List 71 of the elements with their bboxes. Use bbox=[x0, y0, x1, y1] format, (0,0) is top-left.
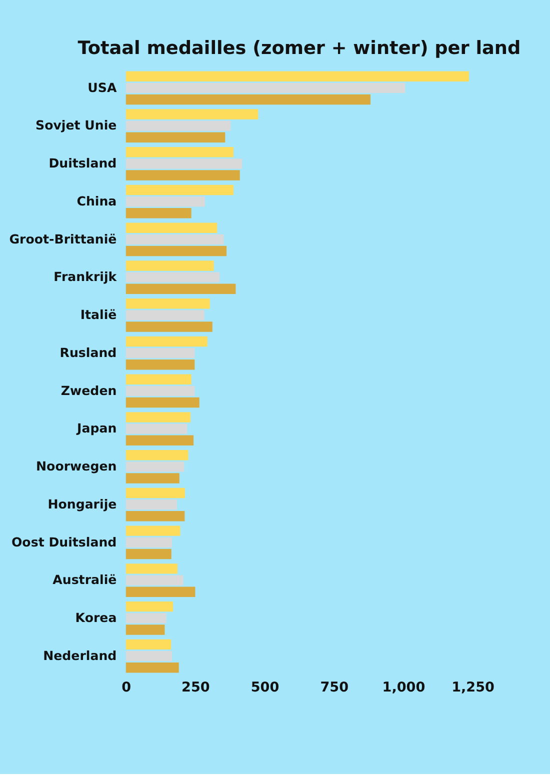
y-tick-label: Oost Duitsland bbox=[11, 534, 117, 550]
bar bbox=[126, 511, 185, 522]
bar bbox=[126, 397, 200, 408]
chart-title: Totaal medailles (zomer + winter) per land bbox=[78, 38, 521, 59]
bar bbox=[126, 624, 165, 635]
bar bbox=[126, 435, 194, 446]
bar bbox=[126, 601, 174, 612]
y-tick-label: USA bbox=[88, 80, 117, 95]
bar bbox=[126, 360, 195, 370]
y-tick-label: Italië bbox=[80, 307, 117, 322]
y-tick-label: Frankrijk bbox=[54, 269, 118, 284]
bar bbox=[126, 147, 234, 158]
bar bbox=[126, 120, 231, 131]
bar bbox=[126, 348, 195, 358]
y-tick-label: Japan bbox=[76, 420, 117, 436]
bar bbox=[126, 208, 192, 218]
bar bbox=[126, 473, 180, 484]
bar bbox=[126, 526, 180, 536]
y-tick-label: Korea bbox=[75, 610, 117, 626]
bar bbox=[126, 462, 184, 472]
bar bbox=[126, 386, 195, 396]
bar bbox=[126, 246, 227, 256]
y-tick-label: Australië bbox=[52, 572, 117, 588]
bar bbox=[126, 310, 204, 320]
bar bbox=[126, 234, 224, 245]
bar bbox=[126, 586, 196, 597]
y-tick-label: Duitsland bbox=[48, 156, 117, 171]
bar bbox=[126, 109, 258, 120]
bar bbox=[126, 650, 172, 662]
bar bbox=[126, 82, 406, 94]
bar bbox=[126, 260, 214, 271]
bar bbox=[126, 284, 236, 294]
bar bbox=[126, 71, 469, 82]
y-tick-label: Sovjet Unie bbox=[36, 118, 117, 133]
bar bbox=[126, 450, 188, 460]
bar bbox=[126, 170, 240, 180]
bar bbox=[126, 196, 205, 207]
y-tick-label: Zweden bbox=[60, 382, 117, 398]
bar bbox=[126, 613, 166, 624]
y-tick-label: China bbox=[76, 193, 117, 208]
y-tick-label: Noorwegen bbox=[36, 458, 117, 474]
y-tick-label: Nederland bbox=[43, 648, 117, 663]
x-tick-label: 0 bbox=[122, 680, 132, 696]
bar bbox=[126, 158, 242, 169]
x-tick-label: 1,000 bbox=[382, 680, 426, 696]
bar bbox=[126, 336, 208, 347]
bar bbox=[126, 499, 177, 510]
bar bbox=[126, 548, 172, 560]
bar bbox=[126, 222, 218, 233]
y-tick-label: Hongarije bbox=[48, 496, 117, 512]
bar bbox=[126, 94, 370, 105]
x-tick-label: 750 bbox=[320, 680, 348, 696]
y-tick-label: Groot-Brittanië bbox=[9, 231, 117, 246]
x-tick-label: 500 bbox=[250, 680, 280, 696]
x-tick-label: 250 bbox=[182, 680, 210, 696]
bar bbox=[126, 564, 178, 574]
bar bbox=[126, 537, 172, 548]
bar bbox=[126, 322, 212, 332]
bar bbox=[126, 575, 184, 586]
bar bbox=[126, 488, 185, 498]
x-tick-label: 1,250 bbox=[452, 680, 494, 696]
bar bbox=[126, 298, 210, 309]
bar bbox=[126, 639, 172, 650]
bar bbox=[126, 132, 226, 142]
y-tick-label: Rusland bbox=[60, 344, 117, 360]
bar bbox=[126, 374, 192, 384]
bar bbox=[126, 424, 188, 434]
bar bbox=[126, 184, 234, 196]
bar bbox=[126, 412, 190, 422]
bar bbox=[126, 272, 220, 282]
bar bbox=[126, 662, 179, 673]
